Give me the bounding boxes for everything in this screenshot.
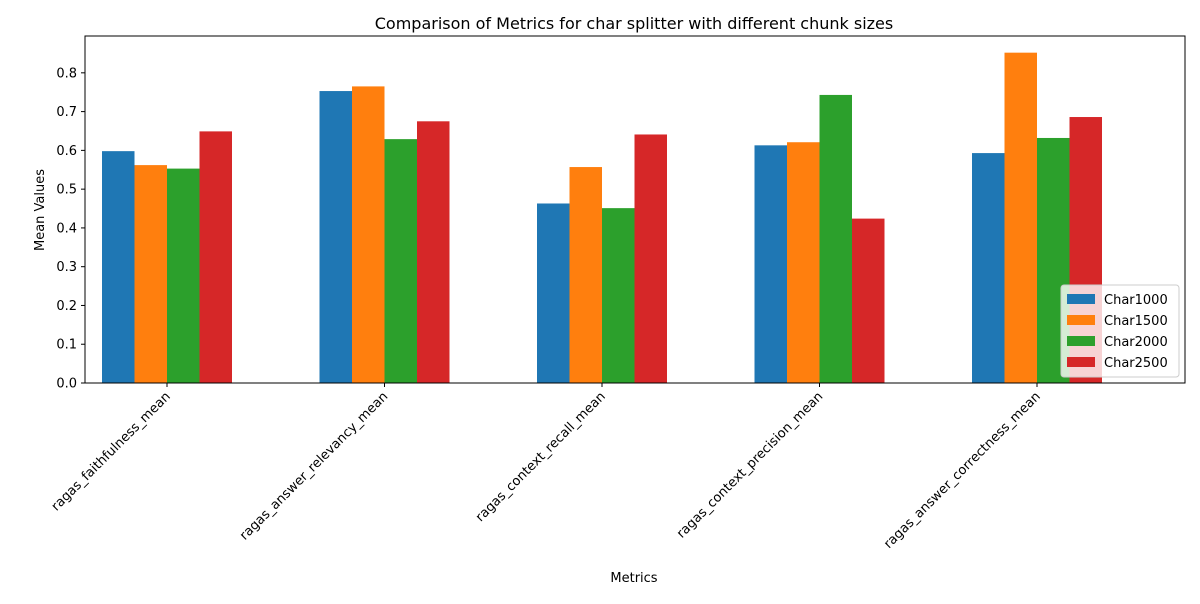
y-tick-label: 0.5 <box>56 183 77 198</box>
legend-swatch-Char2500 <box>1067 357 1095 367</box>
legend-label-Char1500: Char1500 <box>1104 314 1168 329</box>
x-axis-ticks: ragas_faithfulness_mean ragas_answer_rele… <box>49 383 1044 552</box>
legend-box <box>1060 284 1180 378</box>
bar-Char1500-ragas_context_recall_mean <box>569 167 602 383</box>
bar-Char1500-ragas_answer_correctness_mean <box>1004 52 1037 384</box>
chart-title: Comparison of Metrics for char splitter … <box>375 14 893 33</box>
legend-swatch-Char2000 <box>1067 336 1095 346</box>
x-tick-label: ragas_context_recall_mean <box>473 389 609 525</box>
y-tick-label: 0.4 <box>56 221 77 236</box>
y-tick-label: 0.2 <box>56 299 77 314</box>
y-axis-label: Mean Values <box>33 169 48 251</box>
bar-Char1000-ragas_context_precision_mean <box>754 145 787 383</box>
legend-swatch-Char1000 <box>1067 294 1095 304</box>
bar-Char1000-ragas_context_recall_mean <box>537 203 570 383</box>
bar-Char1000-ragas_faithfulness_mean <box>102 151 135 383</box>
bar-Char1500-ragas_context_precision_mean <box>787 142 820 383</box>
bar-Char1500-ragas_answer_relevancy_mean <box>352 86 385 384</box>
plot-frame <box>84 35 1186 384</box>
bar-Char2000-ragas_context_precision_mean <box>819 94 852 384</box>
bars-layer <box>102 52 1102 384</box>
bar-Char2500-ragas_context_precision_mean <box>852 218 885 383</box>
bar-Char1000-ragas_answer_correctness_mean <box>972 153 1005 383</box>
bar-Char2500-ragas_answer_relevancy_mean <box>417 121 450 384</box>
y-axis-ticks: 0.0 0.1 0.2 0.3 0.4 0.5 0.6 0.7 0.8 <box>56 66 85 392</box>
bar-Char2000-ragas_context_recall_mean <box>602 208 635 383</box>
y-tick-label: 0.8 <box>56 66 77 81</box>
bar-Char1000-ragas_answer_relevancy_mean <box>319 91 352 384</box>
x-axis-label: Metrics <box>610 571 657 586</box>
axes-layer <box>84 35 1186 384</box>
bar-Char2000-ragas_faithfulness_mean <box>167 168 200 383</box>
bar-Char2000-ragas_answer_relevancy_mean <box>384 139 417 383</box>
y-tick-label: 0.0 <box>56 377 77 392</box>
y-tick-label: 0.3 <box>56 260 77 275</box>
bar-Char1500-ragas_faithfulness_mean <box>134 165 167 383</box>
bar-Char2500-ragas_context_recall_mean <box>634 134 667 383</box>
x-tick-label: ragas_context_precision_mean <box>674 389 826 541</box>
legend-swatch-Char1500 <box>1067 315 1095 325</box>
x-tick-label: ragas_answer_correctness_mean <box>881 389 1044 552</box>
x-tick-label: ragas_faithfulness_mean <box>49 389 174 514</box>
legend-label-Char2500: Char2500 <box>1104 356 1168 371</box>
bar-Char2500-ragas_faithfulness_mean <box>199 131 232 383</box>
y-tick-label: 0.7 <box>56 105 77 120</box>
y-tick-label: 0.6 <box>56 144 77 159</box>
y-tick-label: 0.1 <box>56 338 77 353</box>
x-tick-label: ragas_answer_relevancy_mean <box>237 389 391 543</box>
legend: Char1000 Char1500 Char2000 Char2500 <box>1060 284 1180 378</box>
legend-label-Char2000: Char2000 <box>1104 335 1168 350</box>
legend-label-Char1000: Char1000 <box>1104 293 1168 308</box>
